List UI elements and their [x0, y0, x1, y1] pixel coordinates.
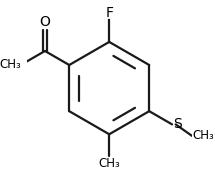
- Text: F: F: [105, 6, 113, 20]
- Text: CH₃: CH₃: [193, 129, 215, 142]
- Text: O: O: [40, 15, 50, 29]
- Text: S: S: [173, 117, 182, 131]
- Text: CH₃: CH₃: [98, 157, 120, 170]
- Text: CH₃: CH₃: [0, 58, 21, 71]
